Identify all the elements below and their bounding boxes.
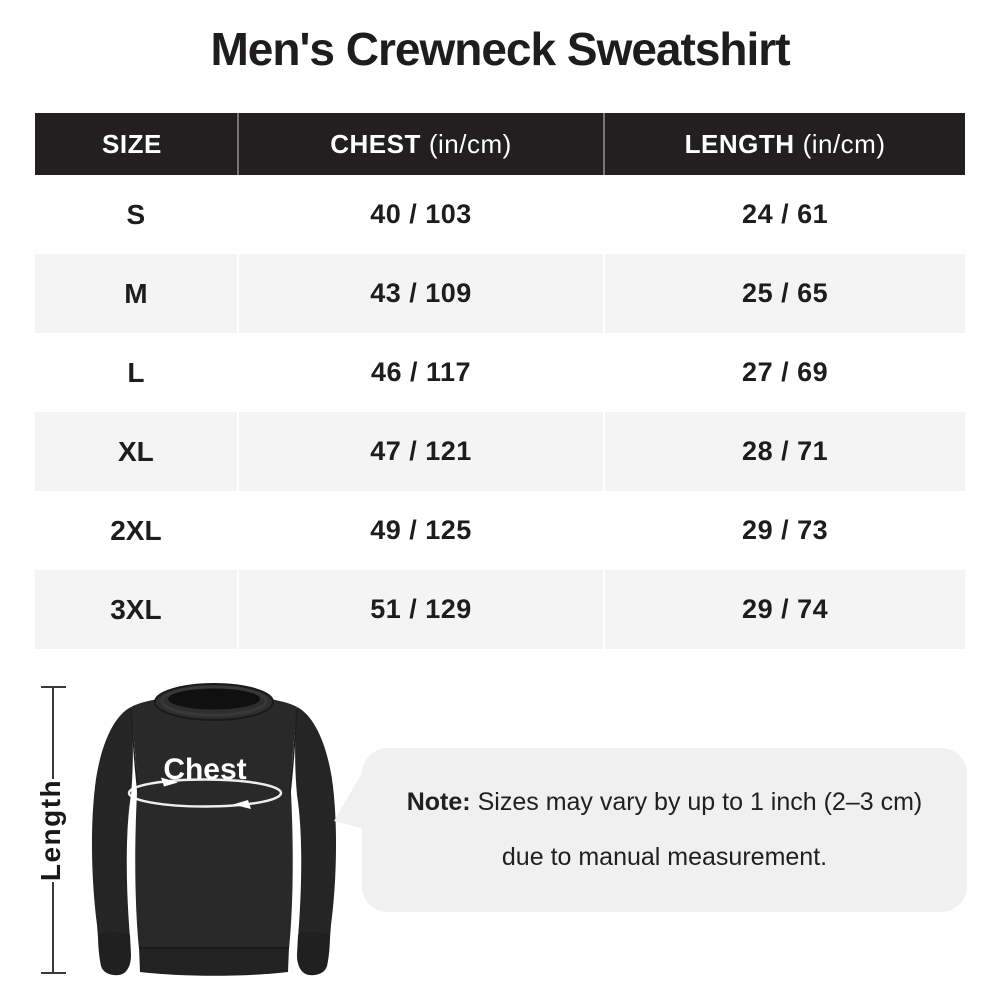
- note-bubble-tail: [334, 768, 365, 829]
- size-cell: L: [127, 356, 145, 388]
- size-cell: 2XL: [110, 514, 162, 546]
- table-row: S 40 / 103 24 / 61: [35, 175, 965, 254]
- table-header-row: SIZE CHEST (in/cm) LENGTH (in/cm): [35, 113, 965, 175]
- length-label: Length: [35, 778, 66, 882]
- note-bubble: Note: Sizes may vary by up to 1 inch (2–3…: [362, 748, 967, 912]
- length-cell: 29 / 74: [603, 570, 965, 649]
- chest-measure-ellipse: [127, 778, 283, 808]
- sweatshirt-left-sleeve: [91, 707, 133, 938]
- chest-cell: 40 / 103: [236, 175, 603, 254]
- sweatshirt-right-sleeve: [295, 707, 337, 938]
- length-line-cap-bottom: [41, 972, 66, 974]
- table-body: S 40 / 103 24 / 61 M 43 / 109 25 / 65 L …: [35, 175, 965, 649]
- note-prefix: Note:: [406, 788, 471, 816]
- length-cell: 27 / 69: [603, 333, 965, 412]
- sweatshirt-left-cuff: [98, 932, 131, 976]
- length-measure-line-upper: [52, 687, 54, 779]
- column-header-chest-label: CHEST: [330, 128, 421, 159]
- chest-measure-arrow-right-icon: [161, 777, 178, 787]
- chest-cell: 51 / 129: [236, 570, 603, 649]
- page-title: Men's Crewneck Sweatshirt: [210, 23, 790, 75]
- size-cell: 3XL: [110, 593, 162, 625]
- column-header-length-label: LENGTH: [684, 128, 795, 159]
- sweatshirt-neck-opening: [168, 688, 260, 710]
- size-cell: M: [124, 277, 148, 309]
- length-cell: 24 / 61: [603, 175, 965, 254]
- sweatshirt-hem-band: [139, 947, 289, 976]
- chest-cell: 43 / 109: [236, 254, 603, 333]
- chest-cell: 47 / 121: [236, 412, 603, 491]
- note-line-2: due to manual measurement.: [501, 843, 828, 871]
- length-cell: 28 / 71: [603, 412, 965, 491]
- size-cell: XL: [118, 435, 154, 467]
- column-header-chest: CHEST (in/cm): [236, 113, 603, 175]
- sweatshirt-body: [131, 695, 297, 949]
- chest-cell: 49 / 125: [236, 491, 603, 570]
- note-line-1: Note: Sizes may vary by up to 1 inch (2–3…: [407, 788, 923, 817]
- size-cell: S: [126, 198, 146, 230]
- column-header-chest-unit: (in/cm): [428, 128, 512, 159]
- table-row: 3XL 51 / 129 29 / 74: [35, 570, 965, 649]
- note-text: Sizes may vary by up to 1 inch (2–3 cm): [477, 788, 923, 816]
- table-row: 2XL 49 / 125 29 / 73: [35, 491, 965, 570]
- length-measure-line-lower: [52, 882, 54, 973]
- size-chart-table: SIZE CHEST (in/cm) LENGTH (in/cm) S 40 / 1…: [35, 113, 965, 649]
- sweatshirt-right-cuff: [297, 932, 330, 976]
- chest-label: Chest: [163, 753, 246, 786]
- sweatshirt-image: Chest: [91, 683, 337, 976]
- length-cell: 29 / 73: [603, 491, 965, 570]
- table-row: XL 47 / 121 28 / 71: [35, 412, 965, 491]
- column-header-size: SIZE: [35, 113, 237, 175]
- chest-measure-arrow-left-icon: [233, 800, 251, 809]
- length-cell: 25 / 65: [603, 254, 965, 333]
- table-row: M 43 / 109 25 / 65: [35, 254, 965, 333]
- table-row: L 46 / 117 27 / 69: [35, 333, 965, 412]
- column-header-length: LENGTH (in/cm): [603, 113, 965, 175]
- column-header-size-label: SIZE: [102, 128, 162, 159]
- chest-cell: 46 / 117: [236, 333, 603, 412]
- column-header-length-unit: (in/cm): [802, 128, 886, 159]
